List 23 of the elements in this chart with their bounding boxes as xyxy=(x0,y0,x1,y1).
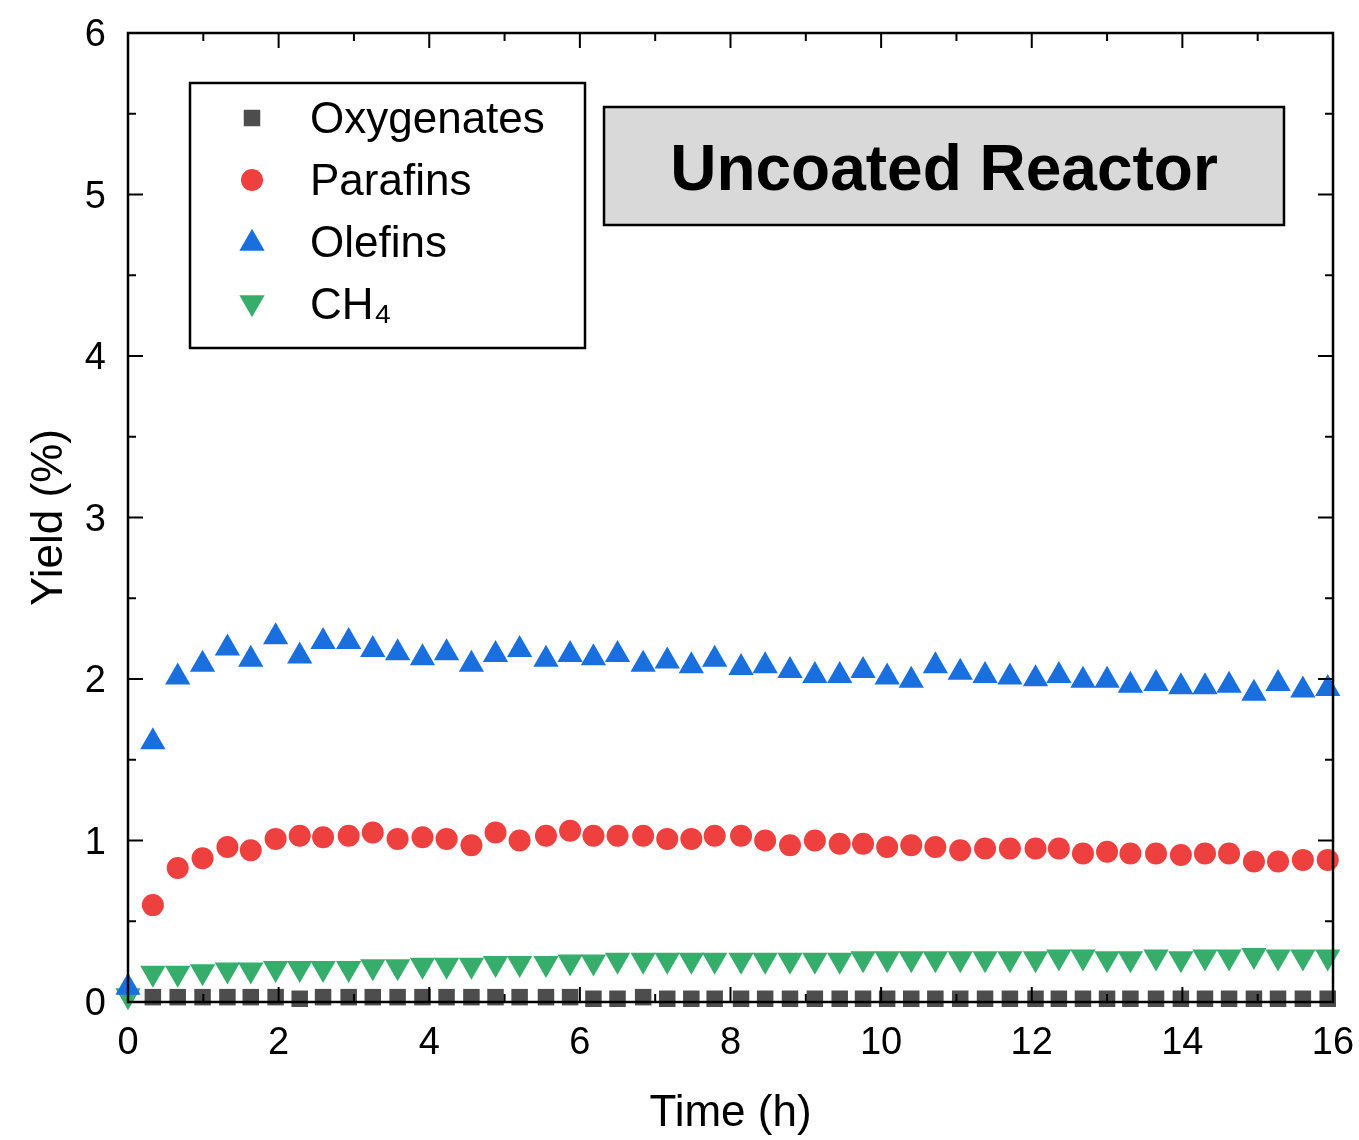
text: Uncoated Reactor xyxy=(670,132,1218,204)
y-tick-label: 0 xyxy=(84,981,106,1023)
y-tick-label: 6 xyxy=(84,12,106,54)
y-tick-label: 2 xyxy=(84,658,106,700)
x-tick-label: 8 xyxy=(719,1020,742,1062)
y-tick-label: 1 xyxy=(84,819,106,862)
x-tick-label: 4 xyxy=(418,1020,440,1062)
x-axis-title: Time (h) xyxy=(649,1086,812,1135)
x-tick-label: 14 xyxy=(1161,1020,1204,1062)
legend-label: CH₄ xyxy=(310,279,392,328)
x-tick-label: 12 xyxy=(1010,1020,1053,1062)
x-tick-label: 10 xyxy=(859,1020,903,1062)
y-tick-label: 3 xyxy=(84,496,106,539)
y-axis-title: Yield (%) xyxy=(22,429,71,606)
x-tick-label: 0 xyxy=(117,1020,139,1062)
y-tick-label: 4 xyxy=(84,335,106,377)
legend-label: Oxygenates xyxy=(310,93,545,142)
legend-label: Parafins xyxy=(310,155,472,204)
x-tick-label: 6 xyxy=(569,1020,591,1062)
legend-label: Olefins xyxy=(310,217,447,266)
x-tick-label: 16 xyxy=(1311,1020,1355,1062)
x-tick-label: 2 xyxy=(268,1020,290,1062)
y-tick-label: 5 xyxy=(84,173,106,216)
